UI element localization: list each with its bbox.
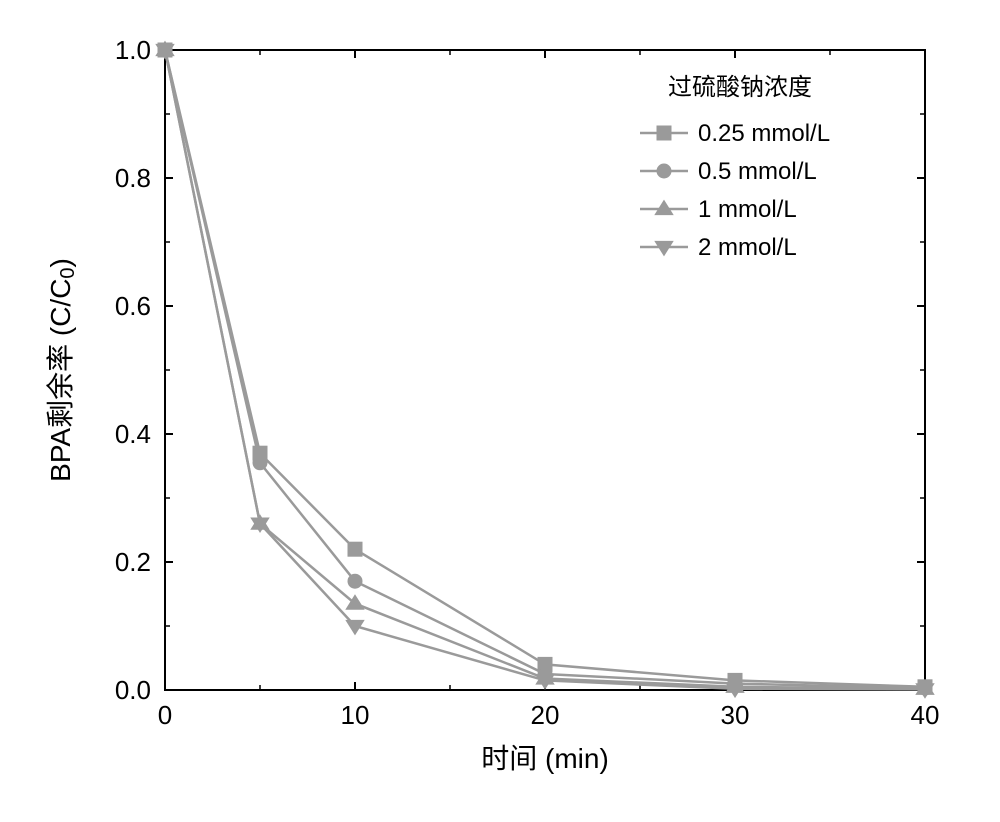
y-tick-label: 0.4 bbox=[115, 419, 151, 449]
legend-label: 0.25 mmol/L bbox=[698, 120, 830, 147]
x-tick-label: 0 bbox=[158, 700, 172, 730]
x-axis-label: 时间 (min) bbox=[481, 743, 609, 774]
y-tick-label: 0.8 bbox=[115, 163, 151, 193]
y-axis-label: BPA剩余率 (C/C0) bbox=[45, 258, 79, 482]
x-tick-label: 10 bbox=[341, 700, 370, 730]
y-tick-label: 0.2 bbox=[115, 547, 151, 577]
x-tick-label: 30 bbox=[721, 700, 750, 730]
y-tick-label: 0.0 bbox=[115, 675, 151, 705]
chart-container: 0 10 20 30 40 0.0 0.2 0.4 0.6 0.8 1.0 时间 (min) BPA剩余… bbox=[0, 0, 1000, 822]
legend-label: 0.5 mmol/L bbox=[698, 158, 817, 185]
x-tick-label: 40 bbox=[911, 700, 940, 730]
legend-label: 2 mmol/L bbox=[698, 234, 797, 261]
x-tick-label: 20 bbox=[531, 700, 560, 730]
legend-label: 1 mmol/L bbox=[698, 196, 797, 223]
chart-svg: 0 10 20 30 40 0.0 0.2 0.4 0.6 0.8 1.0 时间 (min) BPA剩余… bbox=[0, 0, 1000, 822]
legend-title: 过硫酸钠浓度 bbox=[668, 74, 812, 101]
y-tick-label: 0.6 bbox=[115, 291, 151, 321]
y-tick-label: 1.0 bbox=[115, 35, 151, 65]
